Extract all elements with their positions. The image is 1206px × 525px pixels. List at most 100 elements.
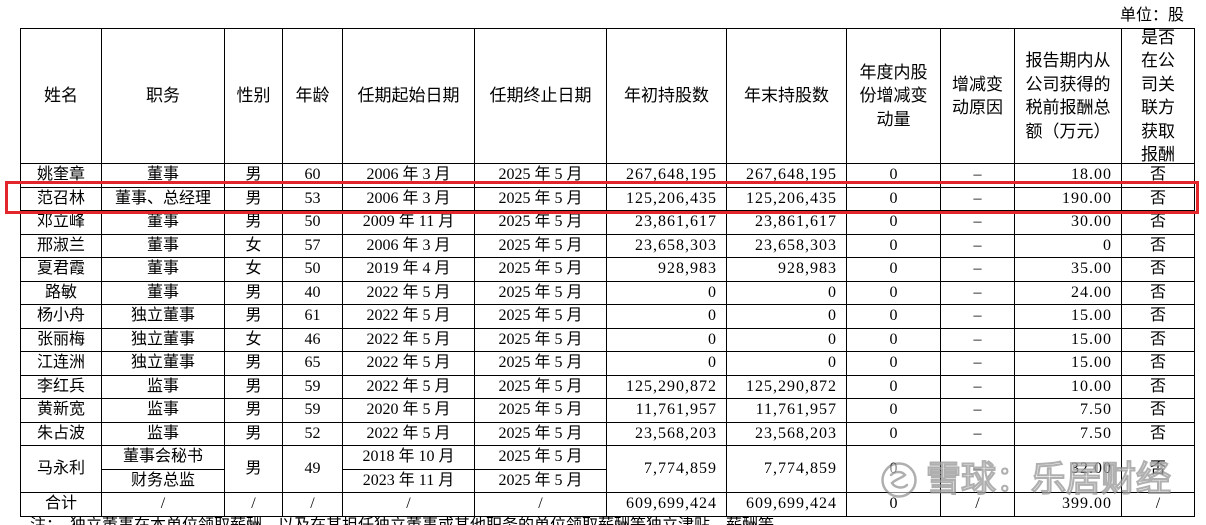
cell-term-start: /: [343, 493, 475, 517]
cell-shares-end: 11,761,957: [727, 399, 847, 423]
cell-total-label: 合计: [21, 493, 102, 517]
cell-term-end: 2025 年 5 月: [475, 164, 607, 188]
cell-term-start: 2022 年 5 月: [343, 281, 475, 305]
cell-related-pay: 否: [1122, 446, 1195, 493]
header-term-start: 任期起始日期: [343, 29, 475, 164]
cell-name: 路敏: [21, 281, 102, 305]
cell-term-start: 2022 年 5 月: [343, 422, 475, 446]
cell-change-reason: –: [941, 328, 1015, 352]
cell-shares-end: 23,568,203: [727, 422, 847, 446]
cell-name: 邢淑兰: [21, 234, 102, 258]
cell-name: 朱占波: [21, 422, 102, 446]
cell-gender: 女: [225, 258, 283, 282]
cell-term-end: /: [475, 493, 607, 517]
cell-age: 52: [283, 422, 343, 446]
cell-gender: 男: [225, 422, 283, 446]
header-gender: 性别: [225, 29, 283, 164]
cell-name: 李红兵: [21, 375, 102, 399]
cell-term-start: 2006 年 3 月: [343, 187, 475, 211]
cell-shares-begin: 0: [607, 328, 727, 352]
cell-related-pay: 否: [1122, 281, 1195, 305]
cell-shares-begin: 125,290,872: [607, 375, 727, 399]
cell-term-end: 2025 年 5 月: [475, 187, 607, 211]
cell-shares-end: 928,983: [727, 258, 847, 282]
cell-shares-end: 0: [727, 328, 847, 352]
cell-age: 46: [283, 328, 343, 352]
cell-gender: 男: [225, 187, 283, 211]
cell-shares-change: 0: [847, 187, 941, 211]
cell-position: 董事: [102, 258, 225, 282]
cell-age: 59: [283, 375, 343, 399]
cell-gender: 男: [225, 164, 283, 188]
cell-term-start: 2022 年 5 月: [343, 352, 475, 376]
cell-position: 监事: [102, 422, 225, 446]
cell-term-end: 2025 年 5 月: [475, 281, 607, 305]
cell-pre-tax-pay: 7.50: [1015, 422, 1122, 446]
cell-change-reason: –: [941, 281, 1015, 305]
cell-term-start: 2023 年 11 月: [343, 469, 475, 493]
cell-term-end: 2025 年 5 月: [475, 234, 607, 258]
unit-label: 单位：股: [1119, 7, 1184, 24]
header-related-pay: 是否 在公 司关 联方 获取 报酬: [1122, 29, 1195, 164]
cell-shares-end: 7,774,859: [727, 446, 847, 493]
cell-shares-begin: 11,761,957: [607, 399, 727, 423]
cell-related-pay: 否: [1122, 164, 1195, 188]
cell-shares-end: 125,206,435: [727, 187, 847, 211]
cell-shares-end: 23,658,303: [727, 234, 847, 258]
cell-pre-tax-pay: 399.00: [1015, 493, 1122, 517]
cell-term-end: 2025 年 5 月: [475, 258, 607, 282]
cell-pre-tax-pay: 7.50: [1015, 399, 1122, 423]
cell-pre-tax-pay: 15.00: [1015, 352, 1122, 376]
cell-shares-begin: 125,206,435: [607, 187, 727, 211]
cell-change-reason: –: [941, 305, 1015, 329]
cell-shares-begin: 23,658,303: [607, 234, 727, 258]
cell-age: 59: [283, 399, 343, 423]
header-name: 姓名: [21, 29, 102, 164]
cell-gender: 女: [225, 234, 283, 258]
cell-shares-end: 267,648,195: [727, 164, 847, 188]
cell-term-end: 2025 年 5 月: [475, 352, 607, 376]
cell-term-end: 2025 年 5 月: [475, 211, 607, 235]
cell-gender: 男: [225, 305, 283, 329]
cell-related-pay: 否: [1122, 375, 1195, 399]
cell-shares-change: 0: [847, 399, 941, 423]
cell-name: 张丽梅: [21, 328, 102, 352]
cell-shares-end: 125,290,872: [727, 375, 847, 399]
footnote: 注： 独立董事在本单位领取薪酬，以及在其担任独立董事或其他职务的单位领取薪酬等独…: [30, 517, 1180, 525]
cell-shares-change: 0: [847, 258, 941, 282]
cell-name: 夏君霞: [21, 258, 102, 282]
cell-shares-begin: 23,861,617: [607, 211, 727, 235]
cell-related-pay: 否: [1122, 399, 1195, 423]
header-age: 年龄: [283, 29, 343, 164]
cell-term-start: 2006 年 3 月: [343, 234, 475, 258]
cell-position: 独立董事: [102, 352, 225, 376]
cell-pre-tax-pay: 30.00: [1015, 211, 1122, 235]
cell-position: 董事会秘书: [102, 446, 225, 470]
cell-age: 50: [283, 211, 343, 235]
cell-shares-change: 0: [847, 281, 941, 305]
cell-position: /: [102, 493, 225, 517]
cell-term-end: 2025 年 5 月: [475, 399, 607, 423]
cell-name: 黄新宽: [21, 399, 102, 423]
cell-gender: 男: [225, 211, 283, 235]
cell-term-start: 2018 年 10 月: [343, 446, 475, 470]
cell-age: 57: [283, 234, 343, 258]
cell-gender: 男: [225, 375, 283, 399]
cell-pre-tax-pay: 18.00: [1015, 164, 1122, 188]
cell-term-start: 2022 年 5 月: [343, 375, 475, 399]
cell-position: 监事: [102, 399, 225, 423]
cell-shares-change: 0: [847, 352, 941, 376]
header-position: 职务: [102, 29, 225, 164]
cell-shares-change: 0: [847, 328, 941, 352]
cell-related-pay: 否: [1122, 258, 1195, 282]
cell-age: 50: [283, 258, 343, 282]
cell-term-end: 2025 年 5 月: [475, 375, 607, 399]
cell-name: 马永利: [21, 446, 102, 493]
cell-related-pay: 否: [1122, 187, 1195, 211]
cell-change-reason: –: [941, 352, 1015, 376]
cell-gender: 男: [225, 446, 283, 493]
cell-change-reason: –: [941, 211, 1015, 235]
cell-shares-begin: 23,568,203: [607, 422, 727, 446]
cell-shares-begin: 609,699,424: [607, 493, 727, 517]
cell-shares-end: 0: [727, 281, 847, 305]
